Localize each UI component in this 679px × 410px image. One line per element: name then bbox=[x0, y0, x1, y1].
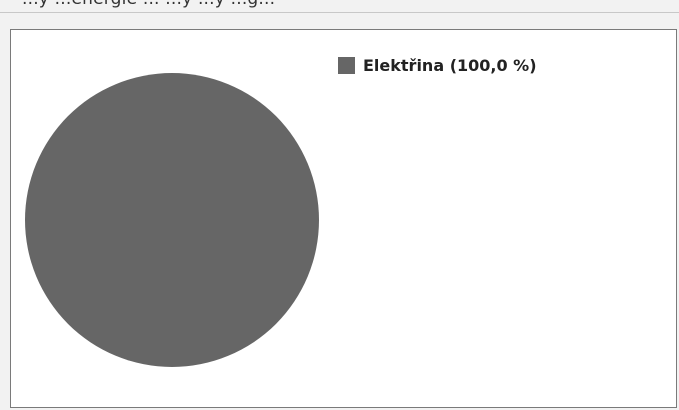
header-partial-text: ...ý ...energie ... ...ý ...ý ...g... bbox=[22, 0, 275, 9]
pie-slice-elektřina bbox=[25, 73, 319, 367]
legend-swatch-electricity bbox=[338, 57, 355, 74]
chart-legend: Elektřina (100,0 %) bbox=[338, 56, 537, 75]
pie-chart bbox=[25, 73, 319, 367]
legend-label-electricity: Elektřina (100,0 %) bbox=[363, 56, 537, 75]
top-strip: ...ý ...energie ... ...ý ...ý ...g... bbox=[0, 0, 679, 13]
chart-frame: Elektřina (100,0 %) bbox=[10, 29, 677, 408]
